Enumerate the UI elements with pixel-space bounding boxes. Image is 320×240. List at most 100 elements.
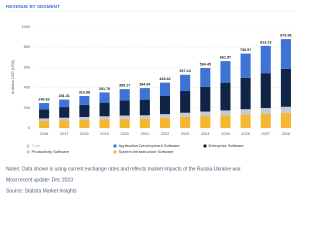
legend-marker (113, 144, 117, 148)
note: Most recent update: Dec 2023 (6, 177, 73, 183)
bar-segment (180, 112, 191, 117)
bar-segment (79, 119, 90, 128)
bar-segment (220, 82, 231, 111)
bar-segment (200, 68, 211, 87)
bar-segment (119, 100, 130, 116)
bar-segment (180, 74, 191, 92)
bar-segment (79, 116, 90, 120)
note: Source: Statista Market Insights (6, 188, 77, 194)
y-tick-label: 0 (28, 126, 30, 130)
legend-label: Enterprise Software (209, 143, 245, 148)
x-tick-label: 2024 (201, 132, 209, 136)
bar-segment (139, 99, 150, 116)
total-label: 527.24 (180, 69, 192, 73)
total-label: 879.96 (280, 34, 291, 38)
bar-segment (159, 117, 171, 128)
bar-segment (59, 120, 70, 128)
bar-segment (180, 116, 191, 128)
x-tick-label: 2027 (262, 132, 270, 136)
bar-segment (280, 39, 291, 69)
bar-segment (59, 117, 70, 121)
bar-segment (260, 45, 271, 74)
x-tick-label: 2019 (100, 132, 108, 136)
x-tick-label: 2022 (161, 132, 169, 136)
bar-segment (220, 115, 231, 128)
legend-marker (26, 150, 30, 154)
bar-segment (200, 86, 211, 112)
y-tick-label: 600 (24, 65, 30, 69)
total-label: 394.64 (139, 83, 151, 87)
total-label: 736.97 (240, 48, 251, 52)
y-tick-label: 1000 (22, 25, 30, 29)
bar-segment (240, 114, 251, 128)
bar-segment (260, 113, 271, 128)
bar-segment (220, 61, 231, 83)
bar-segment (260, 73, 271, 109)
bar-segment (99, 119, 110, 128)
chart: REVENUE BY SEGMENT in billion USD (US$) … (6, 4, 296, 194)
bar-segment (200, 116, 211, 128)
bar-segment (39, 103, 50, 110)
note: Notes: Data shown is using current excha… (6, 166, 242, 172)
total-label: 316.88 (79, 90, 90, 94)
y-axis-label: in billion USD (US$) (11, 59, 15, 93)
total-label: 351.79 (99, 87, 110, 91)
bar-segment (119, 115, 130, 119)
bar-segment (99, 92, 110, 103)
total-label: 385.17 (119, 84, 130, 88)
chart-title: REVENUE BY SEGMENT (6, 4, 60, 9)
y-tick-label: 800 (24, 45, 30, 49)
legend-marker (26, 144, 30, 148)
legend-label: System Infrastructure Software (119, 149, 175, 154)
bar-segment (99, 102, 110, 117)
legend-label: Total (32, 143, 41, 148)
x-tick-label: 2020 (120, 132, 128, 136)
total-label: 594.45 (200, 62, 211, 66)
bar-segment (280, 106, 291, 113)
bar-segment (59, 99, 70, 108)
x-tick-label: 2018 (80, 132, 88, 136)
bar-segment (79, 95, 90, 105)
bar-segment (59, 107, 70, 118)
bar-segment (79, 104, 90, 117)
bar-segment (39, 120, 50, 128)
x-tick-label: 2026 (241, 132, 249, 136)
bar-segment (139, 88, 150, 100)
bar-segment (159, 82, 171, 96)
total-label: 661.57 (220, 56, 231, 60)
bar-segment (240, 53, 251, 78)
bar-segment (139, 115, 150, 119)
x-tick-label: 2023 (181, 132, 189, 136)
bar-segment (260, 108, 271, 114)
bar-segment (39, 118, 50, 121)
bar-segment (159, 114, 171, 118)
bar-segment (280, 68, 291, 107)
bar-segment (240, 77, 251, 110)
bar-segment (200, 111, 211, 117)
x-tick-label: 2025 (221, 132, 229, 136)
bar-segment (240, 109, 251, 115)
x-tick-label: 2017 (60, 132, 68, 136)
legend-marker (203, 144, 207, 148)
y-tick-label: 400 (24, 86, 30, 90)
bar-segment (180, 91, 191, 113)
x-tick-label: 2028 (282, 132, 290, 136)
bar-segment (39, 109, 50, 119)
bar-segment (99, 116, 110, 120)
bar-segment (119, 118, 130, 128)
bar-segment (119, 89, 130, 101)
x-tick-label: 2021 (141, 132, 149, 136)
bar-segment (280, 112, 291, 128)
total-label: 449.42 (159, 77, 170, 81)
total-label: 246.62 (38, 98, 49, 102)
bar-segment (139, 118, 150, 128)
bar-segment (159, 95, 171, 115)
total-label: 281.31 (59, 94, 70, 98)
legend-label: Productivity Software (32, 149, 70, 154)
x-tick-label: 2016 (40, 132, 48, 136)
total-label: 813.13 (260, 40, 271, 44)
bar-segment (220, 110, 231, 116)
y-tick-label: 200 (24, 106, 30, 110)
legend-label: Application Development Software (119, 143, 181, 148)
legend-marker (113, 150, 117, 154)
